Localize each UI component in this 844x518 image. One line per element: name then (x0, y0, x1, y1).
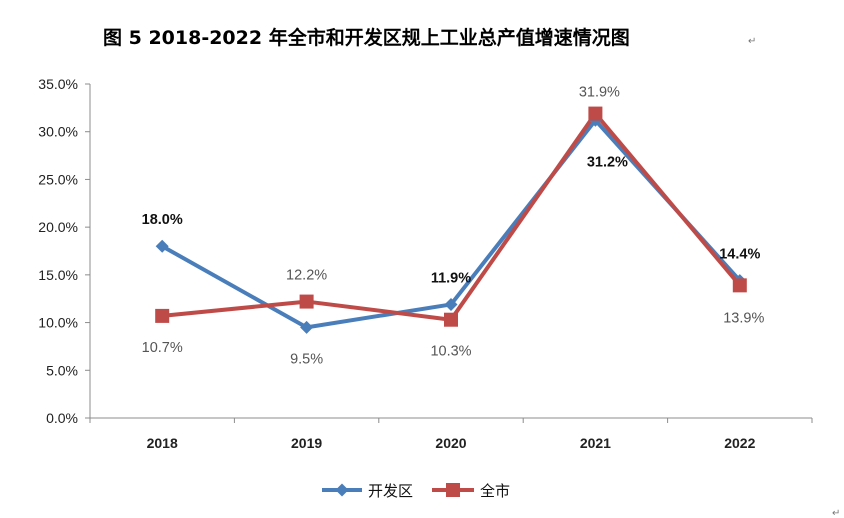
data-label-kaifaqu: 14.4% (719, 247, 760, 263)
x-tick-label: 2019 (291, 435, 322, 451)
y-tick-label: 35.0% (38, 76, 78, 92)
legend: 开发区 全市 (322, 482, 510, 500)
x-tick-label: 2021 (580, 435, 611, 451)
y-tick-label: 5.0% (46, 362, 78, 378)
data-label-quanshi: 10.3% (430, 344, 471, 360)
x-axis-ticks: 2018 2019 2020 2021 2022 (89, 418, 813, 451)
y-tick-label: 20.0% (38, 219, 78, 235)
y-axis-ticks: 0.0% 5.0% 10.0% 15.0% 20.0% 25.0% 30.0% 35.0% (38, 76, 90, 426)
data-point-kaifaqu (444, 297, 458, 311)
y-tick-label: 15.0% (38, 267, 78, 283)
data-label-kaifaqu: 9.5% (290, 351, 323, 367)
data-point-quanshi (588, 106, 603, 121)
chart-axes (89, 84, 812, 419)
data-label-kaifaqu: 18.0% (142, 212, 183, 228)
series-line-kaifaqu (160, 118, 742, 330)
y-tick-label: 30.0% (38, 124, 78, 140)
legend-marker-quanshi (446, 483, 460, 497)
x-tick-label: 2022 (724, 435, 755, 451)
paragraph-mark: ↵ (748, 36, 756, 47)
data-label-quanshi: 13.9% (723, 310, 764, 326)
data-point-quanshi (732, 278, 747, 293)
series-line-quanshi (160, 111, 742, 322)
data-point-kaifaqu (155, 239, 169, 253)
data-label-quanshi: 12.2% (286, 268, 327, 284)
data-point-quanshi (444, 312, 458, 327)
y-tick-label: 25.0% (38, 171, 78, 187)
data-point-quanshi (299, 294, 314, 309)
series-layer (155, 106, 747, 334)
y-tick-label: 0.0% (46, 410, 78, 426)
x-tick-label: 2020 (435, 435, 466, 451)
legend-marker-kaifaqu (335, 483, 349, 497)
data-label-quanshi: 31.9% (579, 85, 620, 101)
chart-title: 图 5 2018-2022 年全市和开发区规上工业总产值增速情况图 (103, 26, 630, 49)
x-tick-label: 2018 (147, 435, 178, 451)
paragraph-mark: ↵ (832, 508, 840, 518)
data-point-kaifaqu (300, 320, 314, 334)
y-tick-label: 10.0% (38, 315, 78, 331)
data-point-quanshi (155, 308, 170, 323)
data-label-kaifaqu: 31.2% (587, 154, 628, 170)
data-labels: 18.0% 9.5% 11.9% 31.2% 14.4% 10.7% 12.2% 10.3% 3… (142, 85, 765, 368)
legend-label-quanshi: 全市 (480, 482, 510, 500)
data-label-quanshi: 10.7% (142, 340, 183, 356)
data-label-kaifaqu: 11.9% (431, 270, 471, 286)
legend-label-kaifaqu: 开发区 (368, 482, 413, 500)
